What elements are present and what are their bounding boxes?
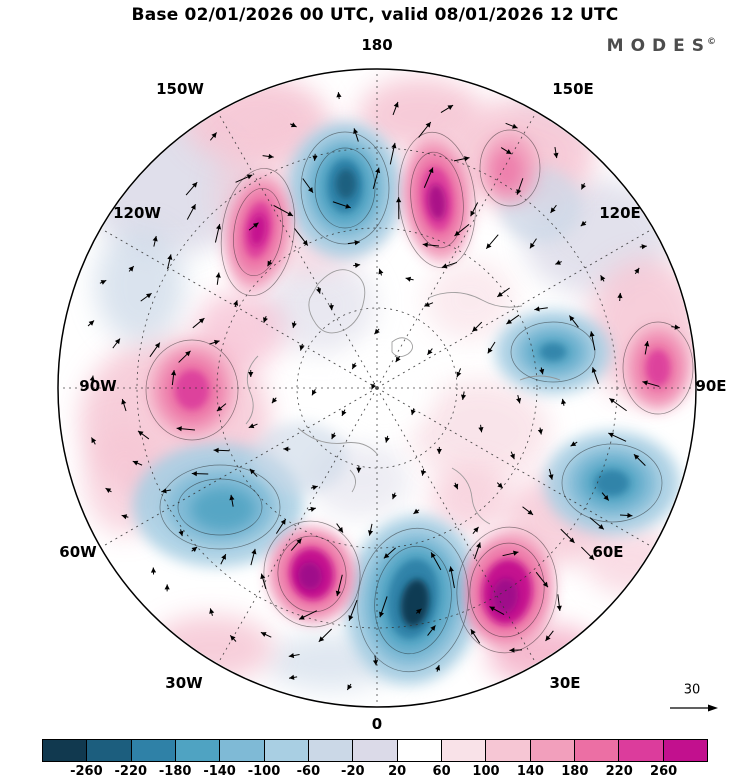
contour-lines <box>145 129 694 673</box>
colorbar-tick-label: -20 <box>341 764 365 779</box>
colorbar-cell <box>175 740 221 761</box>
colorbar-tick-label: 140 <box>516 764 544 779</box>
colorbar-tick-label: -140 <box>203 764 236 779</box>
colorbar-tick-label: -180 <box>158 764 192 779</box>
lon-label-120W: 120W <box>113 204 161 222</box>
lon-label-30W: 30W <box>165 674 203 692</box>
modes-logo-text: MODES <box>606 36 711 56</box>
colorbar <box>42 739 708 762</box>
lon-label-180: 180 <box>361 36 393 54</box>
colorbar-cell <box>43 740 88 761</box>
graticule <box>59 70 695 706</box>
colorbar-cell <box>264 740 309 761</box>
anomaly-field <box>80 75 695 690</box>
colorbar-tick-label: -100 <box>247 764 281 779</box>
colorbar-cell <box>220 740 265 761</box>
colorbar-cell <box>530 740 575 761</box>
colorbar-tick-label: 220 <box>605 764 633 779</box>
lon-label-90W: 90W <box>79 377 117 395</box>
lon-label-150W: 150W <box>156 80 204 98</box>
reference-arrow-head <box>708 704 718 712</box>
colorbar-cell <box>397 740 442 761</box>
colorbar-tick-label: 60 <box>432 764 451 779</box>
lon-label-0: 0 <box>371 715 383 733</box>
lon-label-90E: 90E <box>695 377 727 395</box>
reference-arrow-label: 30 <box>683 682 701 698</box>
colorbar-tick-label: 20 <box>388 764 407 779</box>
modes-logo: MODES© <box>607 36 716 56</box>
lon-label-120E: 120E <box>599 204 641 222</box>
lon-label-30E: 30E <box>549 674 581 692</box>
coastlines <box>245 269 561 525</box>
colorbar-cell <box>486 740 531 761</box>
chart-title: Base 02/01/2026 00 UTC, valid 08/01/2026… <box>131 5 619 25</box>
lon-label-150E: 150E <box>552 80 594 98</box>
colorbar-cell <box>619 740 664 761</box>
colorbar-cell <box>441 740 487 761</box>
colorbar-tick-label: 260 <box>650 764 678 779</box>
colorbar-tick-label: 180 <box>561 764 589 779</box>
colorbar-cell <box>131 740 176 761</box>
colorbar-tick-label: -260 <box>70 764 103 779</box>
colorbar-tick-label: -220 <box>114 764 148 779</box>
lon-label-60W: 60W <box>59 543 97 561</box>
colorbar-tick-label: -60 <box>296 764 321 779</box>
colorbar-cell <box>308 740 354 761</box>
colorbar-cell <box>87 740 132 761</box>
colorbar-cell <box>353 740 398 761</box>
colorbar-cell <box>574 740 620 761</box>
copyright-mark: © <box>707 37 716 48</box>
wind-vectors <box>87 92 680 691</box>
map-boundary <box>57 68 697 708</box>
lon-label-60E: 60E <box>592 543 624 561</box>
colorbar-cell <box>663 740 707 761</box>
colorbar-tick-label: 100 <box>472 764 500 779</box>
